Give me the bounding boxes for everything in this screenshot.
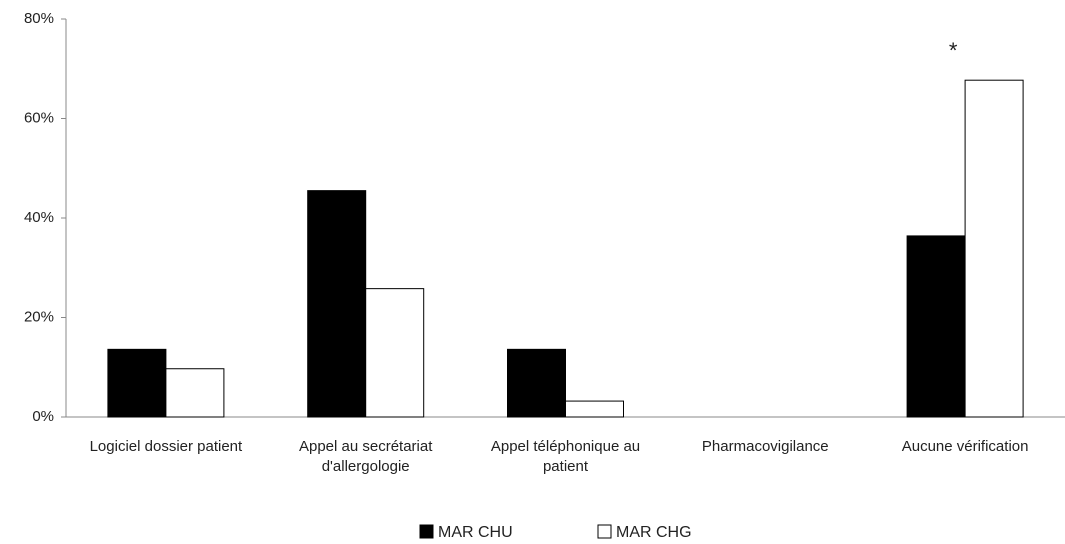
bar <box>507 348 566 418</box>
x-tick-label: Appel au secrétariat d'allergologie <box>298 438 433 475</box>
bar <box>107 348 167 418</box>
bar <box>307 190 367 418</box>
y-tick-label: 20% <box>24 308 54 325</box>
bar <box>906 235 966 418</box>
legend-label: MAR CHU <box>438 524 513 541</box>
y-tick-label: 0% <box>32 408 54 425</box>
bar <box>964 79 1024 418</box>
x-tick-label: Appel téléphonique au patient <box>490 438 641 475</box>
annotation: * <box>949 38 958 63</box>
legend-label: MAR CHG <box>616 524 692 541</box>
legend-swatch <box>597 524 612 539</box>
x-tick-label: Aucune vérification <box>901 438 1029 455</box>
bar <box>165 368 225 418</box>
bar <box>565 400 624 418</box>
legend-swatch <box>419 524 434 539</box>
x-tick-label: Logiciel dossier patient <box>89 438 243 455</box>
bar <box>365 288 425 418</box>
y-tick-label: 40% <box>24 209 54 226</box>
y-tick-label: 60% <box>24 109 54 126</box>
y-tick-label: 80% <box>24 10 54 27</box>
x-tick-label: Pharmacovigilance <box>701 438 829 455</box>
